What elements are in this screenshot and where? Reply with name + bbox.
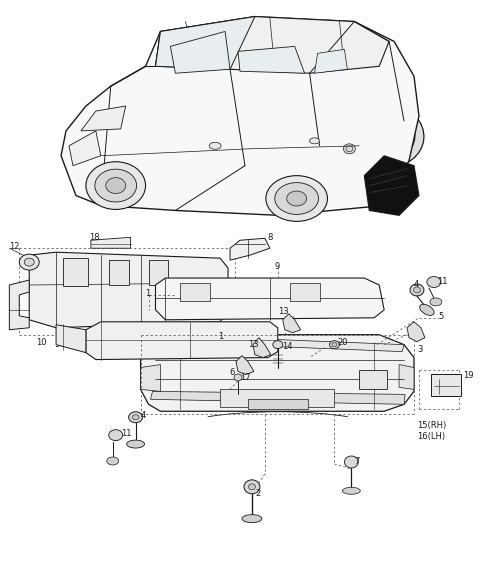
Ellipse shape [344,456,358,468]
Text: 12: 12 [9,242,20,251]
Ellipse shape [354,105,424,166]
Text: 11: 11 [437,277,447,286]
Polygon shape [364,156,419,215]
Ellipse shape [346,146,353,152]
Text: 19: 19 [463,372,473,381]
Text: 3: 3 [417,345,422,353]
Ellipse shape [275,182,319,214]
Polygon shape [56,325,86,353]
Ellipse shape [343,144,355,154]
Text: 5: 5 [439,312,444,321]
Ellipse shape [273,341,283,349]
Polygon shape [151,392,405,404]
Text: 15(RH): 15(RH) [417,421,446,430]
Text: 11: 11 [120,429,131,438]
Ellipse shape [430,298,442,306]
Bar [180,283,210,301]
Ellipse shape [24,258,34,266]
Polygon shape [91,237,131,248]
Text: 4: 4 [141,412,146,420]
Text: 20: 20 [337,337,348,347]
Polygon shape [156,17,389,73]
Polygon shape [253,337,271,357]
Polygon shape [170,31,230,73]
Text: 14: 14 [282,341,292,351]
Bar [63,258,88,286]
Polygon shape [141,335,414,412]
Ellipse shape [332,343,337,347]
Text: 13: 13 [278,307,288,316]
Ellipse shape [132,415,139,420]
Ellipse shape [427,276,441,287]
Ellipse shape [109,430,123,441]
Text: 9: 9 [275,262,280,271]
Polygon shape [69,131,101,166]
Ellipse shape [342,487,360,494]
Text: 7: 7 [354,457,360,466]
Text: 6: 6 [229,368,234,377]
Bar [290,283,320,301]
Ellipse shape [127,440,144,448]
Polygon shape [141,365,160,392]
Ellipse shape [107,457,119,465]
Polygon shape [399,365,414,389]
Text: 8: 8 [268,233,273,242]
Ellipse shape [363,113,415,158]
Polygon shape [86,322,278,360]
Text: 16(LH): 16(LH) [417,432,445,441]
Bar [360,369,387,389]
Ellipse shape [129,412,143,423]
Text: 18: 18 [89,233,99,242]
Bar [109,260,129,285]
Ellipse shape [19,254,39,270]
Ellipse shape [209,142,221,149]
Polygon shape [156,17,255,70]
Polygon shape [61,17,419,215]
Polygon shape [9,280,29,329]
Polygon shape [230,238,270,260]
Ellipse shape [266,176,327,221]
Ellipse shape [95,169,137,202]
Polygon shape [153,335,404,352]
Polygon shape [81,106,126,131]
Bar [148,260,168,285]
Ellipse shape [249,484,255,490]
Polygon shape [283,314,300,333]
Ellipse shape [287,191,307,206]
Bar [248,400,308,409]
Text: 13: 13 [248,340,259,349]
Ellipse shape [377,125,402,147]
Text: 2: 2 [255,489,260,498]
Ellipse shape [86,162,145,209]
Ellipse shape [106,178,126,194]
Text: 4: 4 [414,280,419,289]
Polygon shape [238,46,305,73]
Ellipse shape [234,374,242,381]
Polygon shape [236,356,254,374]
Bar [431,374,461,396]
Polygon shape [29,252,228,328]
Ellipse shape [242,515,262,523]
Text: 10: 10 [36,337,47,347]
Polygon shape [407,322,425,341]
Ellipse shape [413,287,420,293]
Ellipse shape [410,284,424,296]
Polygon shape [156,278,384,320]
Polygon shape [314,50,348,73]
Text: 1: 1 [218,332,223,341]
Bar [220,389,335,408]
Text: 1: 1 [145,289,151,298]
Ellipse shape [244,480,260,494]
Ellipse shape [420,304,434,315]
Text: 17: 17 [240,373,251,382]
Ellipse shape [329,341,339,349]
Ellipse shape [310,138,320,144]
